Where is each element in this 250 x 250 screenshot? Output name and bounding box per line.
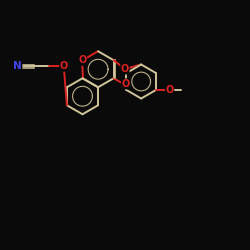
Text: O: O <box>121 64 129 74</box>
Text: O: O <box>166 85 174 95</box>
Text: N: N <box>13 61 22 71</box>
Text: O: O <box>60 61 68 71</box>
Text: O: O <box>78 55 86 65</box>
Text: O: O <box>122 79 130 89</box>
